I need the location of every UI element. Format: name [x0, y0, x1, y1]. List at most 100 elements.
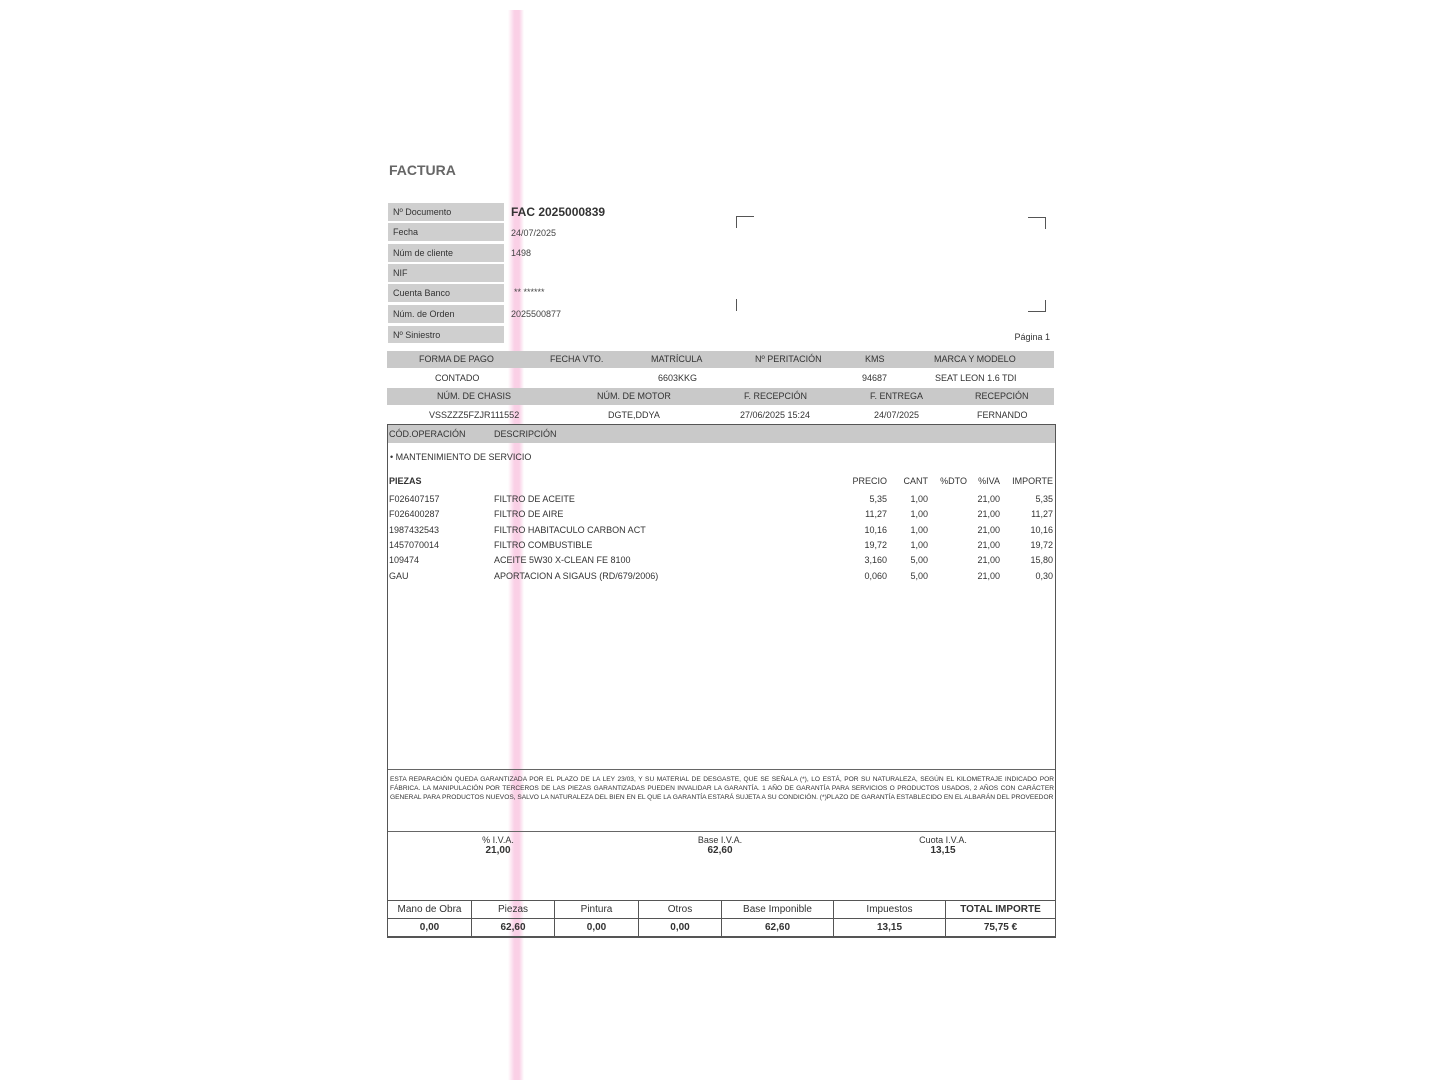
part-desc: FILTRO HABITACULO CARBON ACT [494, 524, 646, 535]
part-cant: 1,00 [910, 539, 928, 550]
part-importe: 15,80 [1030, 555, 1053, 566]
col-peritacion: Nº PERITACIÓN [755, 354, 822, 364]
document-number: FAC 2025000839 [511, 205, 606, 219]
col-recepcion-fecha: F. RECEPCIÓN [744, 391, 808, 401]
iva-base: Base I.V.A. 62,60 [670, 835, 770, 856]
total-label-mano-obra: Mano de Obra [387, 900, 472, 919]
fecha-entrega: 24/07/2025 [874, 410, 920, 420]
col-importe: IMPORTE [1012, 476, 1053, 486]
operations-header: CÓD.OPERACIÓN DESCRIPCIÓN [388, 425, 1055, 443]
part-desc: FILTRO DE ACEITE [494, 494, 575, 504]
col-precio: PRECIO [852, 476, 887, 486]
label-nif: NIF [388, 264, 504, 282]
order-number: 2025500877 [511, 309, 562, 319]
warranty-text: ESTA REPARACIÓN QUEDA GARANTIZADA POR EL… [390, 776, 1054, 801]
scan-artifact [508, 10, 524, 1080]
matricula: 6603KKG [658, 373, 698, 383]
part-code: 109474 [389, 555, 420, 566]
marca-modelo: SEAT LEON 1.6 TDI [935, 373, 1017, 383]
recepcionista: FERNANDO [977, 410, 1028, 420]
part-cant: 5,00 [910, 570, 928, 581]
part-iva: 21,00 [977, 539, 1000, 550]
service-title: • MANTENIMIENTO DE SERVICIO [390, 452, 532, 462]
col-iva: %IVA [978, 476, 1000, 486]
part-precio: 3,160 [864, 555, 887, 566]
iva-quota-label: Cuota I.V.A. [919, 835, 967, 845]
divider [388, 769, 1055, 770]
col-entrega: F. ENTREGA [870, 391, 924, 401]
part-desc: APORTACION A SIGAUS (RD/679/2006) [494, 570, 659, 581]
label-cliente: Núm de cliente [388, 244, 504, 262]
part-precio: 10,16 [864, 524, 887, 535]
total-label-importe: TOTAL IMPORTE [945, 900, 1056, 919]
part-importe: 19,72 [1030, 539, 1053, 550]
total-mano-obra: 0,00 [387, 918, 472, 937]
client-number: 1498 [511, 248, 532, 258]
total-label-piezas: Piezas [471, 900, 555, 919]
col-dto: %DTO [940, 476, 967, 486]
part-code: 1457070014 [389, 539, 440, 550]
label-documento: Nº Documento [388, 203, 504, 221]
address-box-corner [736, 299, 754, 311]
page-number: Página 1 [1014, 332, 1050, 342]
total-label-otros: Otros [638, 900, 722, 919]
part-iva: 21,00 [977, 570, 1000, 581]
part-precio: 5,35 [869, 494, 887, 504]
iva-percent-value: 21,00 [485, 845, 511, 856]
col-kms: KMS [865, 354, 885, 364]
col-fecha-vto: FECHA VTO. [550, 354, 604, 364]
col-forma-pago: FORMA DE PAGO [419, 354, 494, 364]
operations-box: CÓD.OPERACIÓN DESCRIPCIÓN • MANTENIMIENT… [387, 424, 1056, 938]
iva-percent: % I.V.A. 21,00 [448, 835, 548, 856]
total-otros: 0,00 [638, 918, 722, 937]
label-cuenta: Cuenta Banco [388, 284, 504, 302]
divider [388, 831, 1055, 832]
total-importe: 75,75 € [945, 918, 1056, 937]
part-importe: 0,30 [1035, 570, 1053, 581]
part-iva: 21,00 [977, 509, 1000, 520]
iva-percent-label: % I.V.A. [482, 835, 514, 845]
part-importe: 11,27 [1031, 509, 1053, 520]
part-iva: 21,00 [977, 524, 1000, 535]
address-box-corner [1028, 217, 1046, 229]
part-iva: 21,00 [977, 555, 1000, 566]
col-cod-operacion: CÓD.OPERACIÓN [389, 429, 466, 439]
iva-base-label: Base I.V.A. [697, 835, 743, 845]
motor: DGTE,DDYA [608, 410, 660, 420]
part-precio: 11,27 [865, 509, 887, 520]
total-piezas: 62,60 [471, 918, 555, 937]
col-descripcion: DESCRIPCIÓN [494, 429, 557, 439]
total-base: 62,60 [721, 918, 834, 937]
part-code: GAU [389, 570, 409, 581]
label-siniestro: Nº Siniestro [388, 326, 504, 343]
address-box-corner [1028, 300, 1046, 312]
col-marca-modelo: MARCA Y MODELO [934, 354, 1016, 364]
vehicle-header-2: NÚM. DE CHASIS NÚM. DE MOTOR F. RECEPCIÓ… [387, 388, 1054, 405]
vehicle-values-2: VSSZZZ5FZJR111552 DGTE,DDYA 27/06/2025 1… [387, 407, 1054, 421]
invoice-date: 24/07/2025 [511, 228, 557, 238]
label-orden: Núm. de Orden [388, 305, 504, 323]
part-desc: ACEITE 5W30 X-CLEAN FE 8100 [494, 555, 631, 566]
part-desc: FILTRO DE AIRE [494, 509, 564, 520]
col-matricula: MATRÍCULA [651, 354, 703, 364]
total-impuestos: 13,15 [833, 918, 946, 937]
total-label-base: Base Imponible [721, 900, 834, 919]
part-iva: 21,00 [977, 494, 1000, 504]
col-motor: NÚM. DE MOTOR [597, 391, 671, 401]
document-title: FACTURA [389, 162, 456, 178]
part-cant: 1,00 [910, 494, 928, 504]
part-cant: 5,00 [910, 555, 928, 566]
totals-table: Mano de Obra Piezas Pintura Otros Base I… [387, 900, 1056, 937]
forma-pago: CONTADO [435, 373, 480, 383]
part-desc: FILTRO COMBUSTIBLE [494, 539, 593, 550]
iva-quota: Cuota I.V.A. 13,15 [893, 835, 993, 856]
part-precio: 0,060 [864, 570, 887, 581]
label-fecha: Fecha [388, 223, 504, 241]
col-cant: CANT [903, 476, 929, 486]
part-importe: 10,16 [1030, 524, 1053, 535]
vehicle-values-1: CONTADO 6603KKG 94687 SEAT LEON 1.6 TDI [387, 370, 1054, 384]
part-cant: 1,00 [910, 524, 928, 535]
parts-heading: PIEZAS [389, 476, 422, 486]
part-code: F026407157 [389, 494, 440, 504]
part-code: F026400287 [389, 509, 440, 520]
